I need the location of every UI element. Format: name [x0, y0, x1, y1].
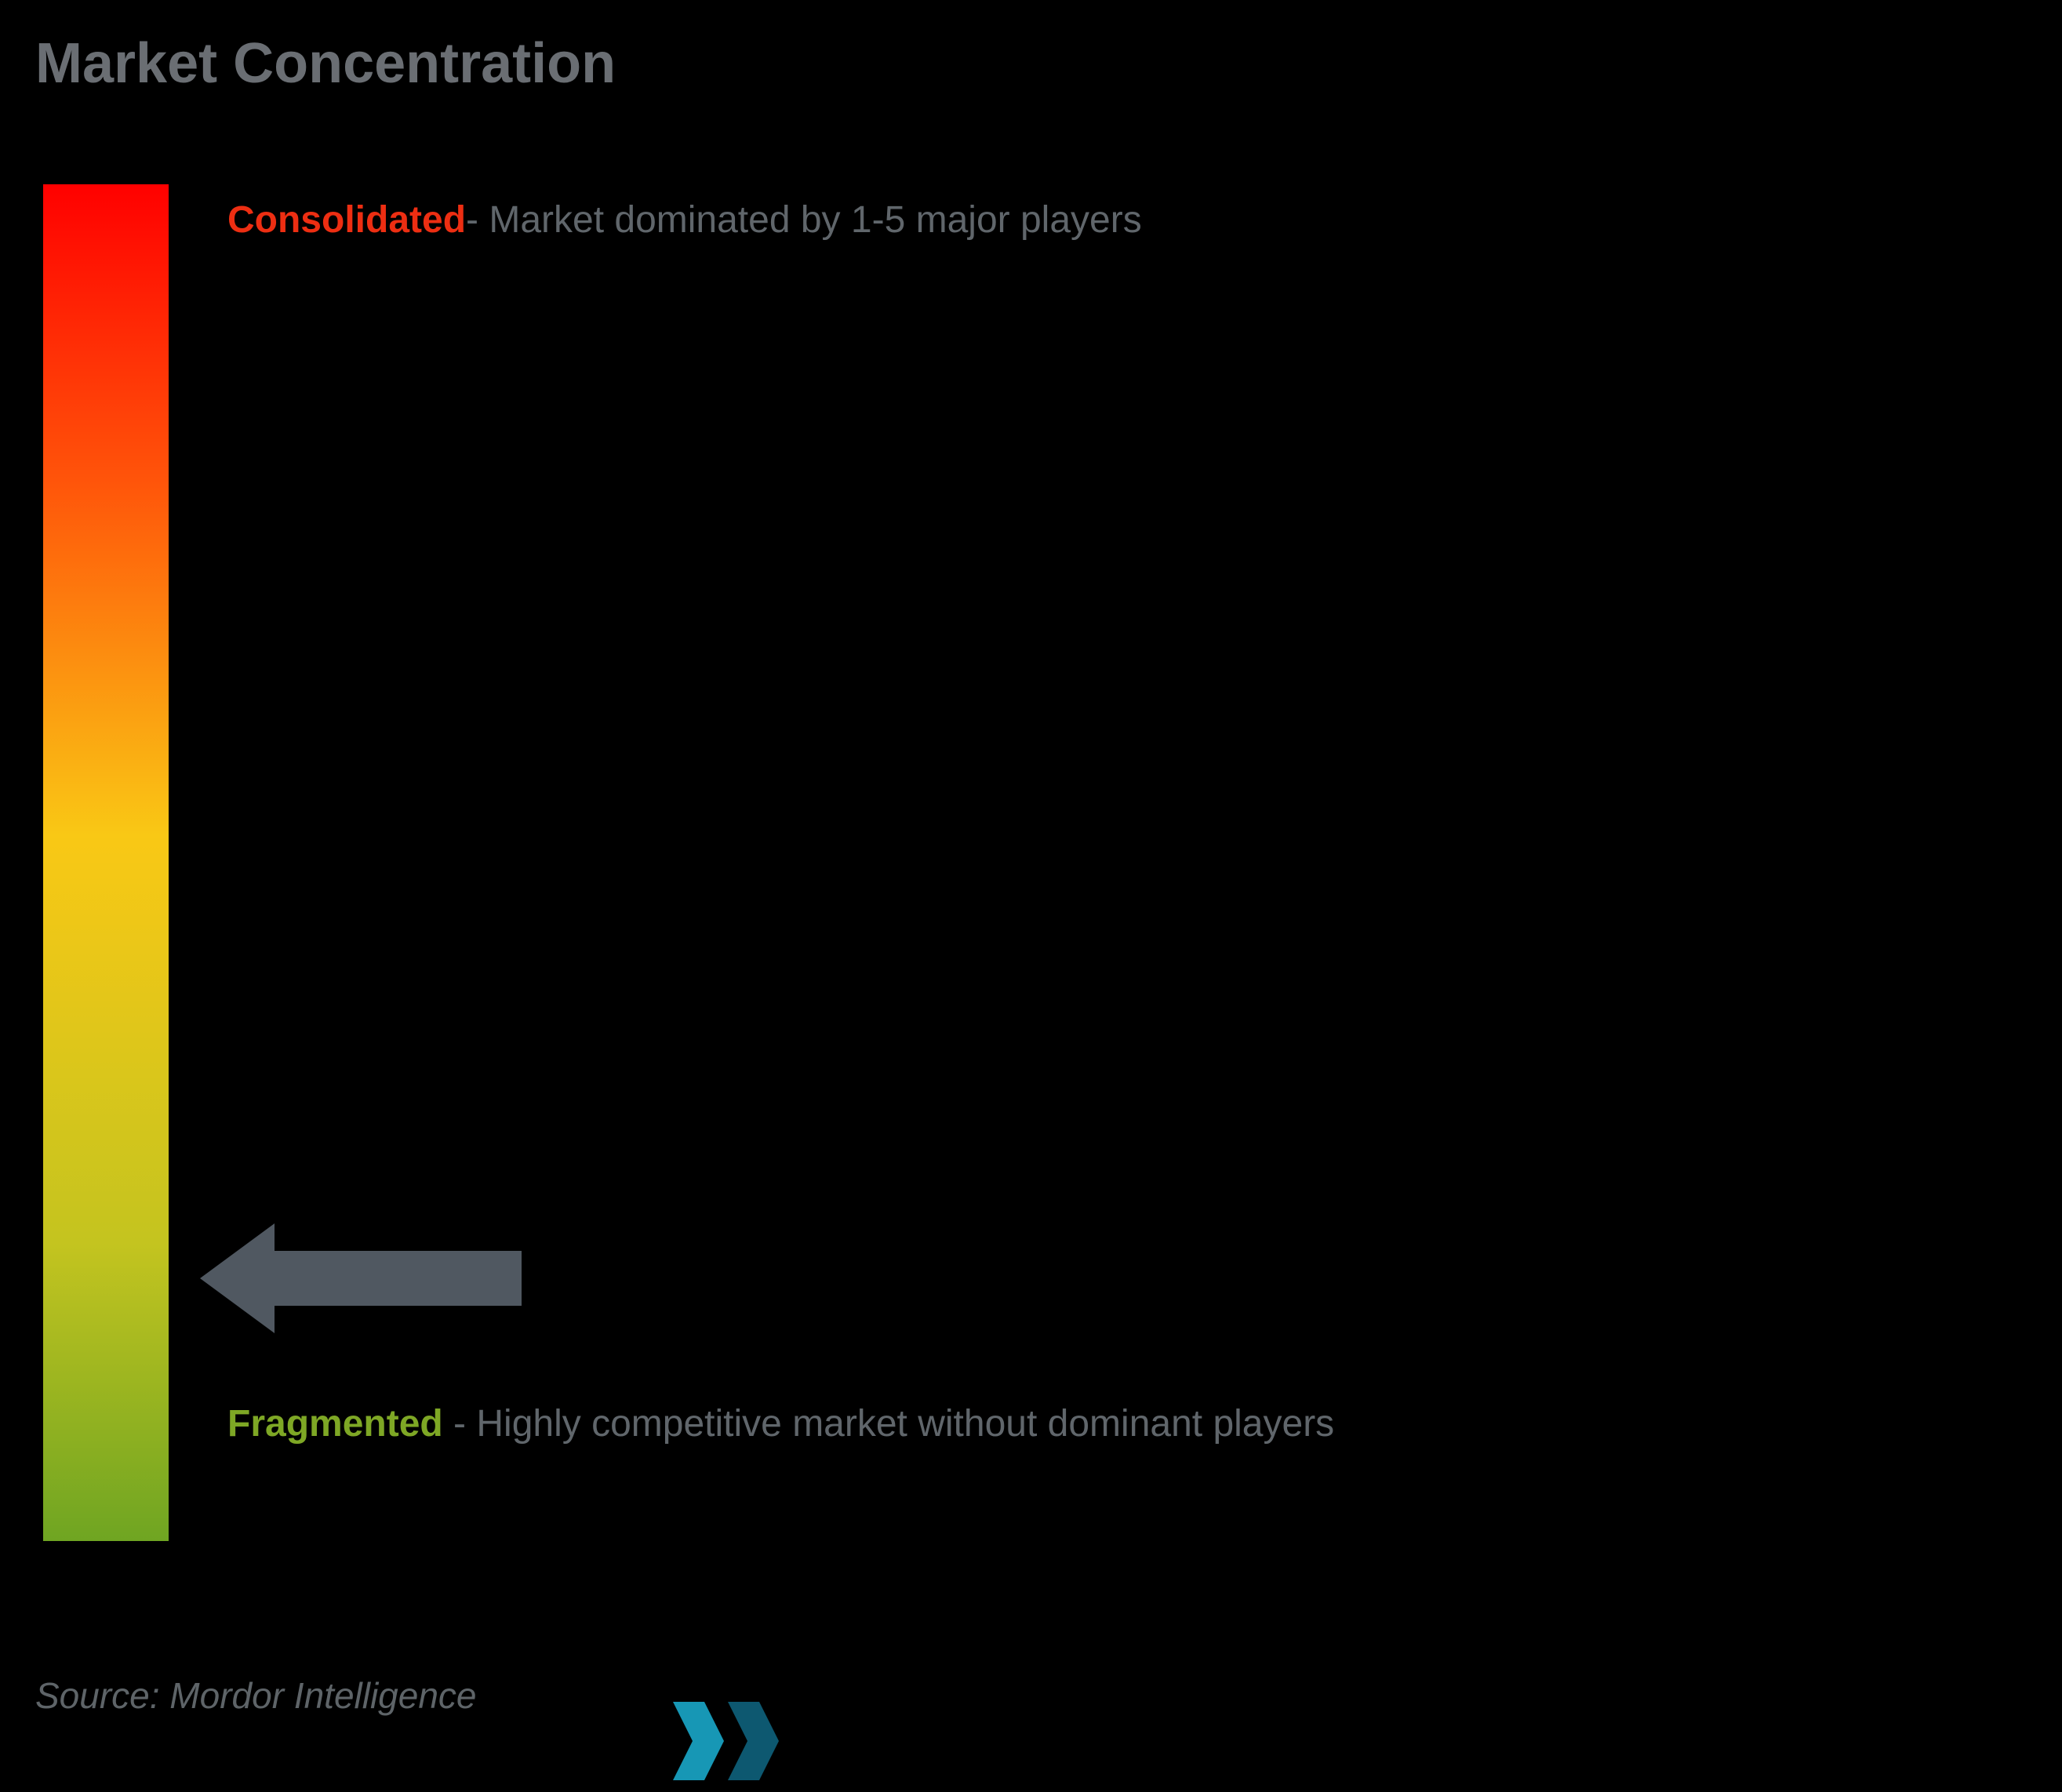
- chart-title: Market Concentration: [35, 31, 616, 96]
- consolidated-label: Consolidated- Market dominated by 1-5 ma…: [227, 196, 1765, 245]
- brand-logo-icon: [665, 1702, 783, 1792]
- fragmented-rest: - Highly competitive market without domi…: [443, 1403, 1334, 1445]
- position-arrow: [200, 1223, 522, 1337]
- fragmented-label: Fragmented - Highly competitive market w…: [227, 1387, 1388, 1462]
- consolidated-rest: - Market dominated by 1-5 major players: [466, 199, 1142, 241]
- source-text: Source: Mordor Intelligence: [35, 1674, 477, 1717]
- consolidated-bold: Consolidated: [227, 199, 466, 241]
- fragmented-bold: Fragmented: [227, 1403, 443, 1445]
- concentration-gradient-bar: [43, 184, 169, 1541]
